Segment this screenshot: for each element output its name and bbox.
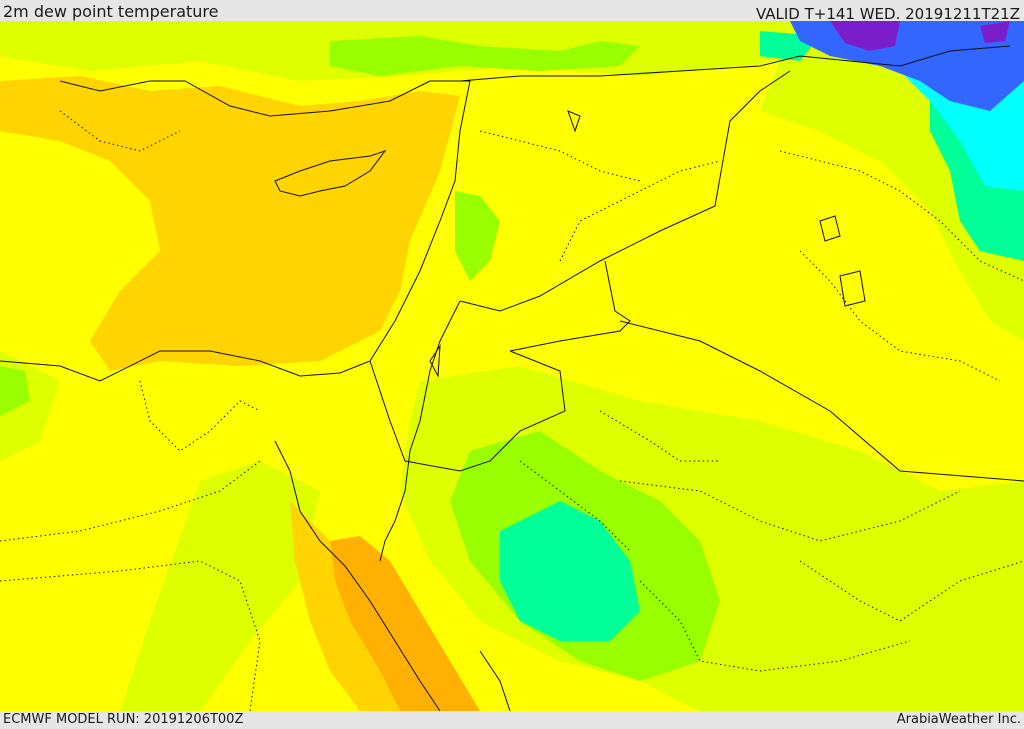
- country-borders: [369, 70, 1024, 482]
- field-orange-mediterranean: [0, 76, 460, 371]
- field-orange-cyprus: [260, 151, 380, 201]
- weather-map[interactable]: [0, 21, 1024, 711]
- valid-time: VALID T+141 WED. 20191211T21Z: [755, 5, 1020, 23]
- model-run: ECMWF MODEL RUN: 20191206T00Z: [3, 712, 244, 727]
- field-green-west: [0, 366, 30, 416]
- field-green-levant: [455, 191, 500, 281]
- map-title: 2m dew point temperature: [3, 2, 219, 21]
- field-yellowgreen-sw: [120, 461, 320, 711]
- map-canvas: [0, 21, 1024, 711]
- field-purple-northeast: [830, 21, 900, 51]
- credit-text: ArabiaWeather Inc.: [896, 712, 1021, 727]
- field-orange-redsea-wide: [290, 501, 400, 711]
- footer-bar: ECMWF MODEL RUN: 20191206T00Z ArabiaWeat…: [0, 711, 1024, 729]
- field-teal-desert: [500, 501, 640, 641]
- field-green-north: [330, 36, 640, 76]
- coastlines: [0, 45, 1011, 711]
- field-orange-redsea: [330, 536, 480, 711]
- province-borders: [0, 110, 1024, 711]
- header-bar: 2m dew point temperature VALID T+141 WED…: [0, 0, 1024, 23]
- field-purple-northeast-2: [980, 21, 1010, 43]
